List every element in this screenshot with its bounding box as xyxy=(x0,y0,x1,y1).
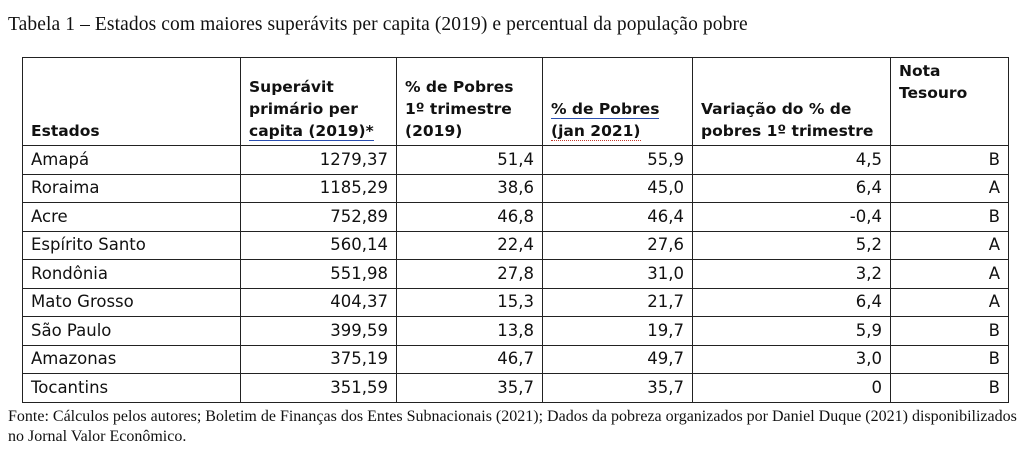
header-nota-line-2: Tesouro xyxy=(899,84,968,102)
cell-estado: Tocantins xyxy=(22,373,241,403)
header-estados-label: Estados xyxy=(31,122,100,140)
header-superavit: Superávit primário per capita (2019)* xyxy=(240,57,397,146)
header-variacao: Variação do % de pobres 1º trimestre xyxy=(692,57,891,146)
cell-nota: B xyxy=(890,145,1009,175)
cell-nota: A xyxy=(890,230,1009,260)
table-title: Tabela 1 – Estados com maiores superávit… xyxy=(8,14,748,35)
header-superavit-line-1: Superávit xyxy=(249,78,334,96)
cell-pobres-2019: 15,3 xyxy=(396,287,543,317)
cell-pobres-2021: 19,7 xyxy=(542,316,693,346)
cell-superavit: 375,19 xyxy=(240,344,397,374)
cell-nota: A xyxy=(890,259,1009,289)
header-estados: Estados xyxy=(22,57,241,146)
header-pobres-2019: % de Pobres 1º trimestre (2019) xyxy=(396,57,543,146)
cell-pobres-2021: 49,7 xyxy=(542,344,693,374)
header-superavit-line-3: capita (2019)* xyxy=(249,122,374,141)
header-row: Estados Superávit primário per capita (2… xyxy=(22,57,1009,146)
header-pobres-2021-line-2: (jan 2021) xyxy=(551,122,641,141)
header-pobres-2021-line-1: % de Pobres xyxy=(551,100,660,119)
cell-variacao: 3,0 xyxy=(692,344,891,374)
cell-pobres-2021: 35,7 xyxy=(542,373,693,403)
source-note: Fonte: Cálculos pelos autores; Boletim d… xyxy=(8,408,1017,445)
cell-pobres-2021: 21,7 xyxy=(542,287,693,317)
table-row: Acre 752,89 46,8 46,4 -0,4 B xyxy=(22,202,1009,232)
cell-superavit: 1279,37 xyxy=(240,145,397,175)
cell-pobres-2021: 46,4 xyxy=(542,202,693,232)
cell-estado: São Paulo xyxy=(22,316,241,346)
cell-nota: A xyxy=(890,287,1009,317)
cell-pobres-2019: 38,6 xyxy=(396,173,543,203)
header-superavit-line-2: primário per xyxy=(249,100,358,118)
cell-pobres-2021: 55,9 xyxy=(542,145,693,175)
cell-nota: A xyxy=(890,173,1009,203)
header-pobres-2019-line-3: (2019) xyxy=(405,122,463,140)
cell-nota: B xyxy=(890,202,1009,232)
cell-estado: Amapá xyxy=(22,145,241,175)
table-row: Tocantins 351,59 35,7 35,7 0 B xyxy=(22,373,1009,403)
cell-pobres-2019: 13,8 xyxy=(396,316,543,346)
cell-variacao: 6,4 xyxy=(692,173,891,203)
cell-nota: B xyxy=(890,373,1009,403)
data-table: Estados Superávit primário per capita (2… xyxy=(22,57,1009,403)
cell-estado: Rondônia xyxy=(22,259,241,289)
cell-superavit: 560,14 xyxy=(240,230,397,260)
header-nota-line-1: Nota xyxy=(899,62,941,80)
cell-variacao: -0,4 xyxy=(692,202,891,232)
header-variacao-line-2: pobres 1º trimestre xyxy=(701,122,874,140)
cell-variacao: 3,2 xyxy=(692,259,891,289)
cell-superavit: 399,59 xyxy=(240,316,397,346)
cell-variacao: 0 xyxy=(692,373,891,403)
header-pobres-2021: % de Pobres (jan 2021) xyxy=(542,57,693,146)
cell-pobres-2019: 22,4 xyxy=(396,230,543,260)
cell-estado: Acre xyxy=(22,202,241,232)
header-variacao-line-1: Variação do % de xyxy=(701,100,852,118)
table-row: São Paulo 399,59 13,8 19,7 5,9 B xyxy=(22,316,1009,346)
cell-variacao: 6,4 xyxy=(692,287,891,317)
cell-pobres-2021: 31,0 xyxy=(542,259,693,289)
table-row: Rondônia 551,98 27,8 31,0 3,2 A xyxy=(22,259,1009,289)
cell-pobres-2021: 45,0 xyxy=(542,173,693,203)
cell-variacao: 5,2 xyxy=(692,230,891,260)
cell-variacao: 5,9 xyxy=(692,316,891,346)
header-pobres-2019-line-2: 1º trimestre xyxy=(405,100,512,118)
cell-pobres-2019: 27,8 xyxy=(396,259,543,289)
cell-pobres-2021: 27,6 xyxy=(542,230,693,260)
table-row: Mato Grosso 404,37 15,3 21,7 6,4 A xyxy=(22,287,1009,317)
cell-estado: Roraima xyxy=(22,173,241,203)
cell-pobres-2019: 35,7 xyxy=(396,373,543,403)
table-row: Espírito Santo 560,14 22,4 27,6 5,2 A xyxy=(22,230,1009,260)
cell-nota: B xyxy=(890,316,1009,346)
cell-superavit: 551,98 xyxy=(240,259,397,289)
table-row: Roraima 1185,29 38,6 45,0 6,4 A xyxy=(22,173,1009,203)
table-row: Amapá 1279,37 51,4 55,9 4,5 B xyxy=(22,145,1009,175)
cell-nota: B xyxy=(890,344,1009,374)
cell-superavit: 752,89 xyxy=(240,202,397,232)
header-pobres-2019-line-1: % de Pobres xyxy=(405,78,514,96)
cell-estado: Amazonas xyxy=(22,344,241,374)
cell-estado: Mato Grosso xyxy=(22,287,241,317)
cell-pobres-2019: 46,8 xyxy=(396,202,543,232)
cell-superavit: 351,59 xyxy=(240,373,397,403)
cell-superavit: 404,37 xyxy=(240,287,397,317)
header-nota-tesouro: Nota Tesouro xyxy=(890,57,1009,146)
table-row: Amazonas 375,19 46,7 49,7 3,0 B xyxy=(22,344,1009,374)
cell-pobres-2019: 46,7 xyxy=(396,344,543,374)
cell-estado: Espírito Santo xyxy=(22,230,241,260)
cell-superavit: 1185,29 xyxy=(240,173,397,203)
cell-variacao: 4,5 xyxy=(692,145,891,175)
cell-pobres-2019: 51,4 xyxy=(396,145,543,175)
